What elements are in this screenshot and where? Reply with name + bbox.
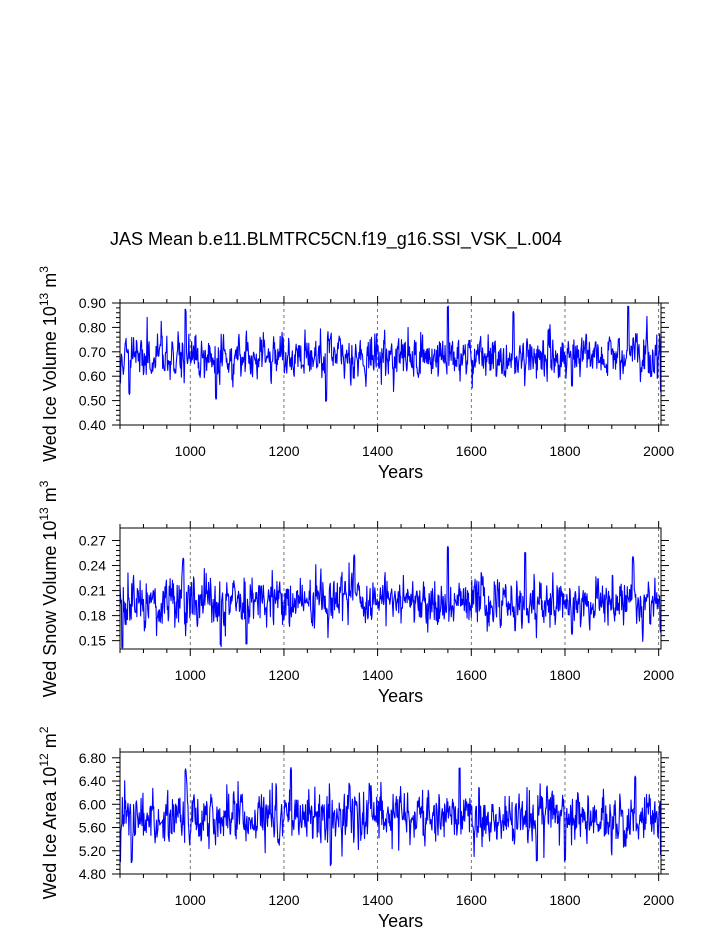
x-tick-label: 1600 [456, 443, 487, 459]
y-tick-label: 5.60 [79, 820, 106, 836]
panel-snow-volume: 1000 1200 1400 1600 1800 2000 0.15 0.18 0.21 0.24… [37, 480, 674, 706]
x-tick-label: 1400 [362, 667, 393, 683]
plot-frame [119, 751, 662, 875]
y-axis-label: Wed Ice Area 1012 m2 [37, 726, 60, 899]
y-axis-label: Wed Snow Volume 1013 m3 [37, 480, 60, 697]
panel-ice-area: 1000 1200 1400 1600 1800 2000 4.80 5.20 5.60 6.00… [37, 726, 674, 931]
panel-ice-volume: 1000 1200 1400 1600 1800 2000 0.40 0.50 0.60 0.70… [37, 266, 674, 482]
figure-title: JAS Mean b.e11.BLMTRC5CN.f19_g16.SSI_VSK… [110, 229, 562, 250]
plot-frame [119, 527, 662, 650]
x-tick-label: 2000 [643, 443, 674, 459]
y-tick-label: 0.15 [79, 633, 106, 649]
x-tick-label: 1200 [268, 667, 299, 683]
x-tick-label: 1800 [549, 443, 580, 459]
x-tick-label: 1800 [549, 667, 580, 683]
series-line [119, 767, 662, 867]
x-tick-label: 1400 [362, 892, 393, 908]
y-tick-label: 0.27 [79, 533, 106, 549]
y-tick-label: 6.80 [79, 750, 106, 766]
y-tick-label: 0.21 [79, 583, 106, 599]
x-tick-label: 1200 [268, 443, 299, 459]
x-tick-label: 1000 [175, 667, 206, 683]
x-tick-label: 2000 [643, 892, 674, 908]
x-tick-label: 1400 [362, 443, 393, 459]
x-axis-label: Years [378, 462, 423, 482]
x-tick-label: 1000 [175, 443, 206, 459]
series-line [119, 305, 662, 402]
y-tick-label: 0.70 [79, 344, 106, 360]
x-axis-label: Years [378, 911, 423, 931]
y-tick-label: 0.60 [79, 368, 106, 384]
y-tick-label: 0.18 [79, 608, 106, 624]
y-tick-label: 6.40 [79, 773, 106, 789]
plot-frame [119, 302, 662, 426]
y-tick-label: 5.20 [79, 843, 106, 859]
x-tick-label: 1200 [268, 892, 299, 908]
y-tick-label: 4.80 [79, 866, 106, 882]
series-line [119, 545, 662, 649]
y-tick-label: 0.80 [79, 319, 106, 335]
y-axis-label: Wed Ice Volume 1013 m3 [37, 266, 60, 462]
x-axis-label: Years [378, 686, 423, 706]
x-tick-label: 1600 [456, 667, 487, 683]
y-tick-label: 0.50 [79, 393, 106, 409]
x-tick-label: 1000 [175, 892, 206, 908]
y-tick-label: 0.90 [79, 295, 106, 311]
x-tick-label: 1600 [456, 892, 487, 908]
y-tick-label: 0.24 [79, 558, 106, 574]
x-tick-label: 1800 [549, 892, 580, 908]
y-tick-label: 0.40 [79, 417, 106, 433]
x-tick-label: 2000 [643, 667, 674, 683]
y-tick-label: 6.00 [79, 796, 106, 812]
